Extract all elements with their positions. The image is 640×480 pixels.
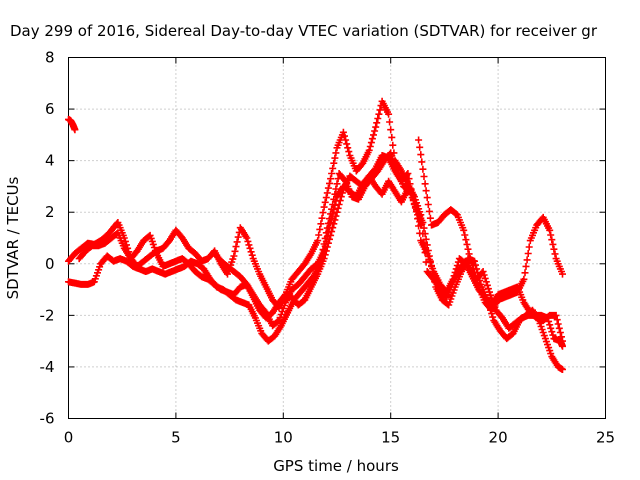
x-tick-label: 25 [596, 429, 615, 447]
x-axis-label: GPS time / hours [273, 457, 399, 475]
y-tick-label: 4 [45, 152, 55, 170]
data-point-markers [65, 115, 79, 134]
x-tick-label: 5 [171, 429, 181, 447]
y-tick-label: 2 [45, 203, 55, 221]
plot-frame [68, 57, 606, 419]
data-point-markers [211, 152, 425, 322]
data-point-markers [75, 172, 566, 330]
data-point-markers [415, 136, 566, 350]
x-tick-label: 0 [64, 429, 74, 447]
data-series [65, 115, 79, 134]
axis-ticks: 0 5 10 15 20 25 -6 -4 -2 0 2 4 6 8 [40, 49, 616, 447]
data-series [75, 172, 566, 330]
y-tick-label: -2 [40, 306, 55, 324]
data-series [415, 136, 566, 350]
chart-title: Day 299 of 2016, Sidereal Day-to-day VTE… [10, 22, 598, 40]
x-tick-label: 10 [274, 429, 293, 447]
x-tick-label: 15 [381, 429, 400, 447]
x-tick-label: 20 [489, 429, 508, 447]
y-tick-label: -4 [40, 358, 55, 376]
data-points [65, 97, 566, 373]
data-series [211, 152, 425, 322]
y-tick-label: 0 [45, 255, 55, 273]
y-tick-label: -6 [40, 410, 55, 428]
y-axis-label: SDTVAR / TECUs [4, 176, 22, 299]
y-tick-label: 6 [45, 100, 55, 118]
y-tick-label: 8 [45, 49, 55, 67]
